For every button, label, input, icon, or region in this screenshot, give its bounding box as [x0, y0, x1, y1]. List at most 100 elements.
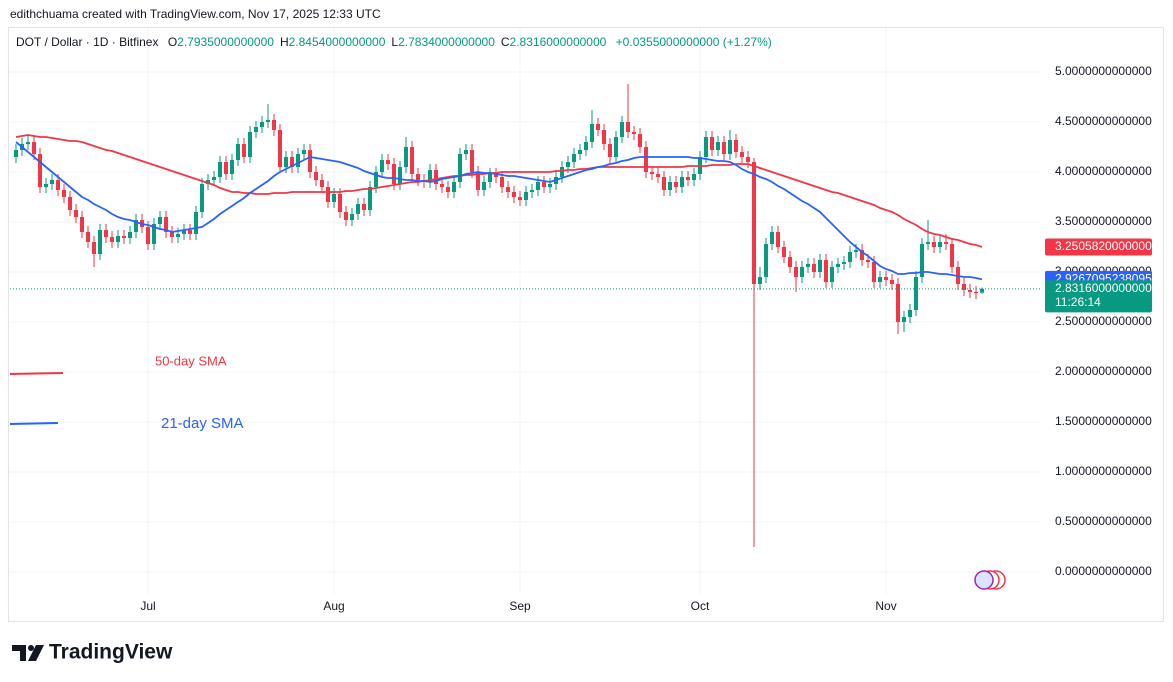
ohlc-key: C [500, 35, 510, 49]
candle-body [332, 194, 336, 202]
candle-body [674, 182, 678, 187]
candle-body [566, 162, 570, 167]
candle-body [488, 174, 492, 182]
candle-body [734, 140, 738, 152]
candle-body [428, 170, 432, 182]
x-tick-label: Sep [509, 599, 531, 613]
candle-body [710, 137, 714, 150]
candle-body [296, 154, 300, 167]
legend-label: 21-day SMA [161, 415, 244, 432]
ohlc-value: 2.8454000000000 [288, 35, 386, 49]
candle-body [836, 264, 840, 267]
legend-swatch [9, 422, 59, 425]
candle-body [764, 244, 768, 277]
candle-body [392, 164, 396, 184]
candle-body [290, 157, 294, 167]
logo-icon [28, 645, 44, 661]
candle-body [848, 252, 852, 262]
y-tick-label: 0.5000000000000 [1055, 514, 1152, 528]
candle-body [602, 130, 606, 144]
candle-body [284, 157, 288, 167]
candle-body [950, 244, 954, 267]
candle-body [164, 217, 168, 232]
candle-body [638, 134, 642, 147]
legend-swatch [9, 372, 64, 375]
candle-body [278, 130, 282, 167]
candle-body [794, 267, 798, 277]
candle-body [824, 260, 828, 282]
candle-body [326, 187, 330, 202]
candle-body [590, 124, 594, 142]
candle-body [776, 232, 780, 247]
candle-body [896, 284, 900, 322]
candle-body [692, 174, 696, 180]
last-price-label: 2.8316000000000 [1055, 281, 1152, 295]
candle-body [386, 160, 390, 164]
candle-body [614, 137, 618, 157]
candle-body [176, 234, 180, 237]
candle-body [908, 310, 912, 317]
x-tick-label: Oct [691, 599, 710, 613]
logo-icon [12, 645, 26, 661]
candle-body [494, 174, 498, 177]
candle-body [368, 187, 372, 210]
candle-body [152, 224, 156, 244]
candle-body [266, 120, 270, 122]
candle-body [932, 242, 936, 247]
candle-body [56, 180, 60, 190]
candle-body [662, 177, 666, 190]
logo-icon [28, 645, 34, 651]
candle-body [116, 236, 120, 242]
candle-body [716, 142, 720, 150]
candle-body [752, 162, 756, 284]
candle-body [770, 232, 774, 244]
candle-body [926, 242, 930, 244]
candle-body [758, 277, 762, 284]
candle-body [740, 152, 744, 157]
candle-body [482, 182, 486, 190]
candle-body [800, 267, 804, 277]
candle-body [860, 250, 864, 260]
candle-body [530, 190, 534, 192]
flag-circle [974, 570, 994, 590]
candle-body [404, 147, 408, 167]
ohlc-key: O [167, 35, 178, 49]
candle-body [212, 177, 216, 180]
candle-body [626, 122, 630, 132]
candle-body [470, 150, 474, 172]
candle-body [578, 150, 582, 154]
attribution: edithchuama created with TradingView.com… [10, 7, 381, 21]
candle-body [362, 204, 366, 210]
candle-body [944, 242, 948, 244]
ohlc-value: 2.7935000000000 [177, 35, 274, 49]
candle-body [80, 217, 84, 232]
candle-body [230, 160, 234, 174]
candle-body [122, 236, 126, 238]
candle-body [830, 267, 834, 282]
candle-body [398, 167, 402, 184]
candle-body [812, 264, 816, 272]
candle-body [128, 232, 132, 238]
x-tick-label: Aug [323, 599, 344, 613]
candle-body [746, 157, 750, 162]
candle-body [344, 212, 348, 220]
candle-body [884, 277, 888, 280]
candle-body [50, 180, 54, 184]
change: +0.0355000000000 (+1.27%) [615, 35, 772, 49]
candle-body [380, 160, 384, 172]
ohlc: O2.7935000000000 H2.8454000000000 L2.78340… [168, 35, 613, 49]
logo: TradingView [12, 641, 173, 664]
candle-body [260, 122, 264, 127]
candle-body [506, 187, 510, 192]
ohlc-value: 2.8316000000000 [509, 35, 607, 49]
candle-body [248, 132, 252, 157]
y-tick-label: 5.0000000000000 [1055, 64, 1152, 78]
candle-body [620, 122, 624, 137]
candle-body [314, 172, 318, 180]
ohlc-key: L [391, 35, 399, 49]
candle-body [188, 230, 192, 234]
last-price-label-bg [1045, 280, 1152, 313]
candle-body [920, 244, 924, 277]
candle-body [680, 177, 684, 187]
